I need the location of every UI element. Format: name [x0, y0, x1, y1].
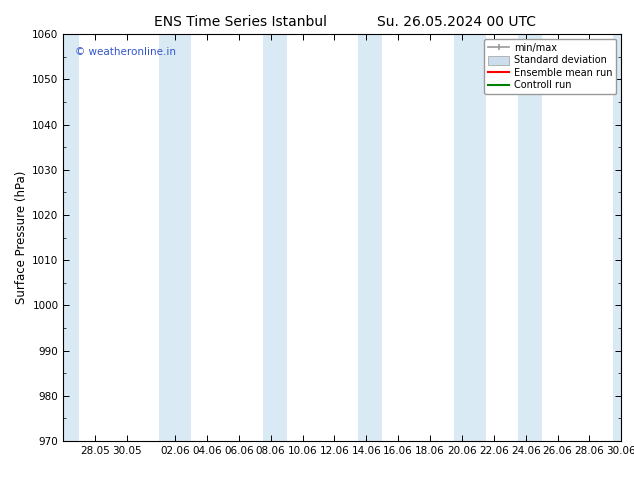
- Y-axis label: Surface Pressure (hPa): Surface Pressure (hPa): [15, 171, 28, 304]
- Bar: [159, 34, 191, 441]
- Bar: [358, 34, 382, 441]
- Bar: [613, 34, 621, 441]
- Legend: min/max, Standard deviation, Ensemble mean run, Controll run: min/max, Standard deviation, Ensemble me…: [484, 39, 616, 94]
- Bar: [454, 34, 486, 441]
- Bar: [262, 34, 287, 441]
- Text: © weatheronline.in: © weatheronline.in: [75, 47, 176, 56]
- Text: Su. 26.05.2024 00 UTC: Su. 26.05.2024 00 UTC: [377, 15, 536, 29]
- Bar: [63, 34, 79, 441]
- Bar: [518, 34, 541, 441]
- Text: ENS Time Series Istanbul: ENS Time Series Istanbul: [155, 15, 327, 29]
